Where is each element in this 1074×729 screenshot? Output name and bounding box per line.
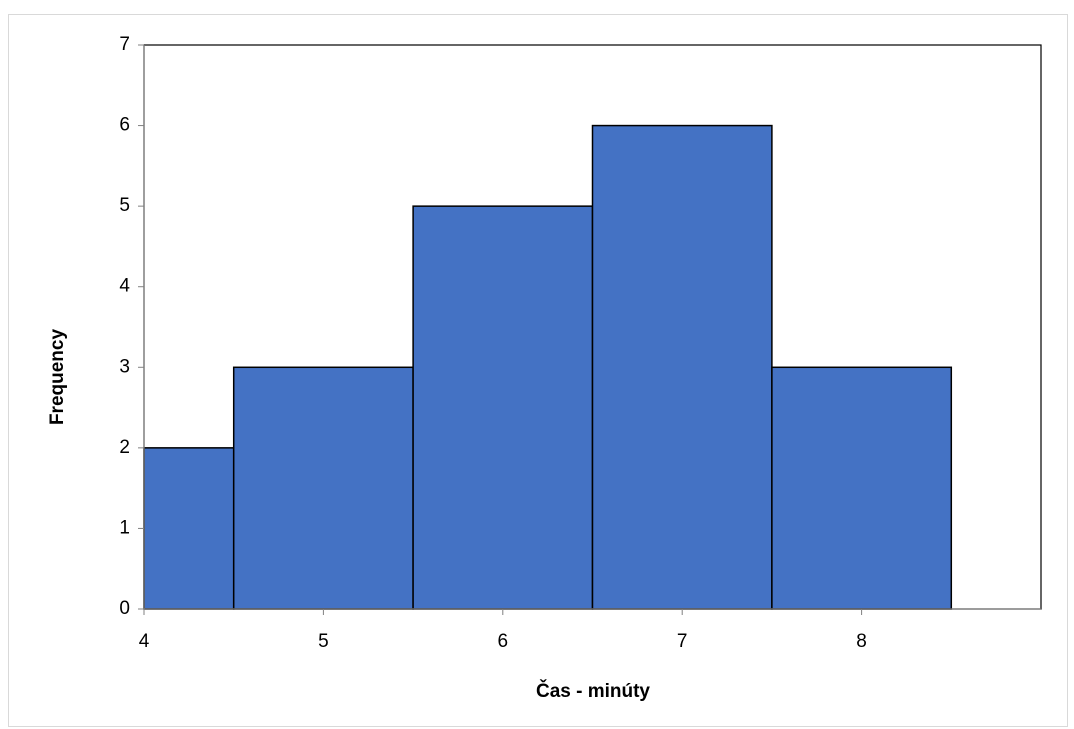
y-tick-label: 3 — [119, 356, 130, 377]
y-tick-label: 1 — [119, 517, 130, 538]
y-tick-label: 6 — [119, 115, 130, 136]
x-tick-label: 8 — [856, 631, 867, 652]
x-tick-label: 4 — [139, 631, 150, 652]
y-tick-label: 5 — [119, 195, 130, 216]
y-tick-label: 4 — [119, 276, 130, 297]
bar — [143, 447, 235, 610]
x-tick-label: 5 — [318, 631, 329, 652]
y-axis-title: Frequency — [47, 329, 68, 426]
bar — [232, 366, 414, 610]
bar — [771, 366, 953, 610]
y-tick-label: 7 — [119, 34, 130, 55]
x-tick-label: 6 — [498, 631, 509, 652]
y-tick-label: 0 — [119, 598, 130, 619]
x-tick-label: 7 — [677, 631, 688, 652]
x-axis-title: Čas - minúty — [536, 680, 650, 702]
bar — [412, 205, 594, 610]
y-tick-label: 2 — [119, 437, 130, 458]
bar — [591, 124, 773, 610]
